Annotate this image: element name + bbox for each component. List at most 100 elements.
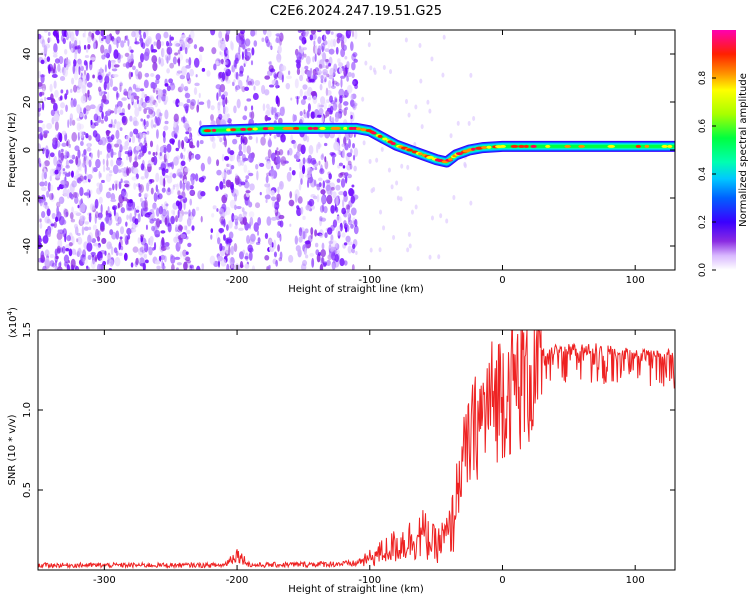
spectrogram-noise-speck bbox=[210, 114, 214, 122]
spectrogram-noise-speck bbox=[280, 156, 287, 166]
spectrogram-noise-speck bbox=[344, 226, 348, 233]
spectrogram-noise-speck bbox=[113, 118, 117, 125]
spectrogram-hot-spot bbox=[307, 126, 313, 130]
spectrogram-noise-speck bbox=[62, 188, 68, 197]
spectrogram-noise-speck bbox=[138, 30, 142, 35]
spectrogram-noise-speck bbox=[321, 153, 324, 158]
spectrogram-noise-speck bbox=[52, 139, 58, 150]
spectrogram-noise-speck bbox=[74, 196, 79, 205]
colorbar-ticks: 0.0 0.2 0.4 0.6 0.8 bbox=[698, 71, 716, 277]
spectrogram-noise-speck bbox=[201, 175, 207, 180]
spectrogram-noise-speck bbox=[369, 247, 373, 253]
spectrogram-noise-speck bbox=[87, 43, 91, 50]
spectrogram-noise-speck bbox=[255, 136, 258, 144]
spectrogram-noise-speck bbox=[65, 59, 71, 65]
spectrogram-noise-speck bbox=[46, 218, 52, 224]
spectrogram-noise-speck bbox=[285, 82, 291, 90]
spectrogram-noise-speck bbox=[239, 65, 244, 74]
spectrogram-noise-speck bbox=[185, 38, 188, 46]
spectrogram-noise-speck bbox=[98, 196, 103, 204]
spectrogram-noise-speck bbox=[109, 77, 113, 88]
spectrogram-noise-speck bbox=[329, 95, 333, 103]
spectrogram-noise-speck bbox=[69, 192, 73, 199]
spectrogram-noise-speck bbox=[251, 47, 255, 56]
spectrogram-noise-speck bbox=[183, 261, 188, 270]
spectrogram-noise-speck bbox=[188, 56, 192, 67]
spectrogram-hot-spot bbox=[211, 128, 217, 132]
spectrogram-noise-speck bbox=[183, 179, 188, 184]
spectrogram-noise-speck bbox=[223, 105, 226, 114]
spectrogram-noise-speck bbox=[189, 133, 193, 138]
spectrogram-noise-speck bbox=[338, 191, 345, 196]
spectrogram-noise-speck bbox=[190, 98, 196, 107]
spectrogram-noise-speck bbox=[44, 96, 47, 101]
spectrogram-noise-speck bbox=[108, 243, 112, 248]
spectrogram-noise-speck bbox=[320, 249, 326, 258]
spectrogram-noise-speck bbox=[372, 186, 376, 192]
spectrogram-noise-speck bbox=[139, 88, 145, 92]
spectrogram-noise-speck bbox=[155, 129, 159, 139]
spectrogram-noise-speck bbox=[75, 170, 80, 180]
spectrogram-noise-speck bbox=[257, 217, 262, 226]
spectrogram-noise-speck bbox=[278, 214, 285, 220]
colorbar-label: Normalized spectral amplitude bbox=[738, 73, 749, 227]
spectrogram-noise-speck bbox=[38, 103, 42, 109]
spectrogram-noise-speck bbox=[216, 159, 220, 167]
spectrogram-noise-speck bbox=[241, 207, 245, 213]
spectrogram-noise-speck bbox=[194, 173, 199, 182]
spectrogram-noise-speck bbox=[66, 30, 71, 38]
chart-title: C2E6.2024.247.19.51.G25 bbox=[270, 4, 442, 19]
spectrogram-noise-speck bbox=[88, 226, 92, 231]
colorbar: 0.0 0.2 0.4 0.6 0.8 Normalized spectral ampl… bbox=[698, 30, 749, 277]
spectrogram-noise-speck bbox=[40, 186, 47, 192]
spectrogram-y-tick-label: -40 bbox=[22, 238, 33, 254]
spectrogram-noise-speck bbox=[340, 75, 346, 79]
spectrogram-noise-speck bbox=[106, 153, 109, 160]
spectrogram-noise-speck bbox=[299, 116, 305, 124]
spectrogram-noise-speck bbox=[100, 204, 103, 214]
spectrogram-noise-speck bbox=[95, 244, 101, 250]
spectrogram-noise-speck bbox=[106, 159, 109, 168]
spectrogram-noise-speck bbox=[352, 52, 358, 58]
spectrogram-noise-speck bbox=[121, 115, 126, 124]
spectrogram-noise-speck bbox=[351, 80, 356, 86]
spectrogram-noise-speck bbox=[125, 61, 130, 69]
spectrogram-noise-speck bbox=[472, 116, 476, 122]
spectrogram-noise-speck bbox=[48, 192, 54, 201]
spectrogram-noise-speck bbox=[119, 127, 123, 131]
spectrogram-noise-speck bbox=[269, 239, 272, 245]
spectrogram-noise-speck bbox=[275, 37, 280, 44]
spectrogram-noise-speck bbox=[314, 166, 318, 171]
spectrogram-hot-spot bbox=[607, 144, 616, 148]
spectrogram-noise-speck bbox=[270, 168, 275, 177]
spectrogram-noise-speck bbox=[317, 143, 323, 148]
spectrogram-noise-speck bbox=[175, 241, 181, 252]
spectrogram-noise-speck bbox=[98, 216, 102, 221]
spectrogram-noise-speck bbox=[50, 223, 55, 227]
spectrogram-noise-speck bbox=[66, 264, 70, 270]
spectrogram-noise-speck bbox=[189, 68, 195, 77]
spectrogram-noise-speck bbox=[103, 164, 106, 173]
spectrogram-noise-speck bbox=[361, 96, 365, 102]
spectrogram-noise-speck bbox=[221, 153, 225, 162]
snr-scale-label: (x104) bbox=[6, 307, 19, 338]
spectrogram-noise-speck bbox=[117, 106, 122, 115]
spectrogram-noise-speck bbox=[134, 207, 137, 218]
spectrogram-noise-speck bbox=[227, 163, 232, 168]
spectrogram-noise-speck bbox=[237, 158, 242, 167]
spectrogram-noise-speck bbox=[351, 103, 356, 109]
spectrogram-hot-spot bbox=[262, 127, 269, 131]
spectrogram-x-label: Height of straight line (km) bbox=[288, 284, 424, 295]
spectrogram-noise-speck bbox=[338, 62, 344, 68]
spectrogram-noise-speck bbox=[217, 109, 221, 114]
spectrogram-noise-speck bbox=[138, 106, 142, 112]
spectrogram-noise-speck bbox=[155, 74, 161, 80]
spectrogram-noise-speck bbox=[334, 98, 338, 103]
snr-x-tick-label: -100 bbox=[358, 575, 381, 586]
spectrogram-noise-speck bbox=[289, 191, 293, 199]
spectrogram-noise-speck bbox=[106, 254, 112, 259]
spectrogram-noise-speck bbox=[125, 155, 129, 161]
spectrogram-noise-speck bbox=[140, 97, 144, 106]
spectrogram-noise-speck bbox=[315, 45, 318, 55]
spectrogram-noise-speck bbox=[135, 257, 139, 266]
